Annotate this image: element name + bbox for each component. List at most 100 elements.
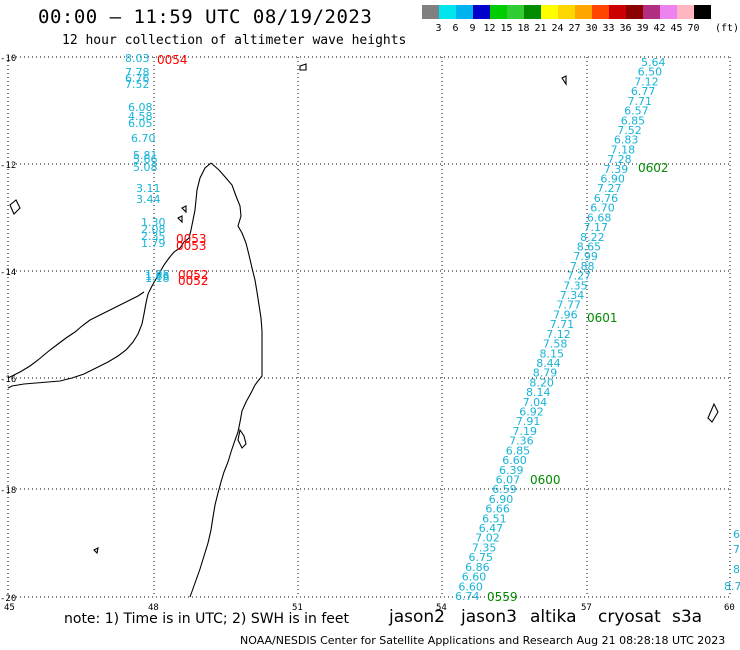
swh-value: 8.65 <box>577 241 602 254</box>
swh-value: 8.44 <box>536 357 561 370</box>
pass-time-label: 0600 <box>530 473 561 487</box>
swh-value: 6 <box>733 528 740 541</box>
scale-label: 27 <box>568 23 581 34</box>
scale-swatch <box>558 5 575 19</box>
swh-value: 7.19 <box>513 425 538 438</box>
x-tick-label: 45 <box>4 603 15 613</box>
page-subtitle: 12 hour collection of altimeter wave hei… <box>62 33 407 48</box>
pass-time-label: 0559 <box>487 590 518 604</box>
swh-value: 6.05 <box>128 117 153 130</box>
x-tick-label: 54 <box>436 603 447 613</box>
x-tick-label: 60 <box>724 603 735 613</box>
swh-value-gray: 1.66 <box>145 270 170 283</box>
swh-value-gray: 1.18 <box>145 272 170 285</box>
y-tick-label: -20 <box>0 594 16 604</box>
page-title: 00:00 — 11:59 UTC 08/19/2023 <box>38 6 373 28</box>
x-tick-label: 51 <box>292 603 303 613</box>
swh-value: 6.59 <box>492 483 517 496</box>
swh-value: 3.44 <box>136 193 161 206</box>
swh-value: 8.15 <box>540 347 565 360</box>
swh-value: 6.75 <box>469 551 494 564</box>
pass-time-label: 0053 <box>176 239 207 253</box>
swh-value: 7.12 <box>546 328 571 341</box>
scale-swatch <box>490 5 507 19</box>
swh-value: 7.58 <box>543 338 568 351</box>
sat-s3a: s3a <box>672 607 703 627</box>
swh-track-far-east: 6 7 8 8.7 <box>724 528 740 593</box>
scale-swatch <box>422 5 439 19</box>
scale-swatch <box>541 5 558 19</box>
pass-time-label: 0054 <box>157 53 188 67</box>
swh-value-gray: 2.08 <box>141 223 166 236</box>
pass-time-label: 0052 <box>178 268 209 282</box>
swh-value: 7.35 <box>563 279 588 292</box>
pass-time-label: 0053 <box>176 232 207 246</box>
swh-value: 7.35 <box>472 542 497 555</box>
scale-swatch <box>575 5 592 19</box>
sat-jason3: jason3 <box>461 607 517 627</box>
scale-label: 15 <box>500 23 513 34</box>
swh-value: 7.27 <box>567 270 592 283</box>
swh-value: 7.12 <box>634 75 659 88</box>
swh-value: 6.92 <box>519 406 544 419</box>
swh-value: 6.70 <box>590 202 615 215</box>
scale-label: 12 <box>483 23 496 34</box>
swh-value: 7.18 <box>611 143 636 156</box>
scale-swatch <box>643 5 660 19</box>
scale-swatch <box>439 5 456 19</box>
swh-value: 7.99 <box>573 250 598 263</box>
swh-value: 8.03 <box>125 52 150 65</box>
swh-value: 7 <box>733 543 740 556</box>
swh-value: 6.76 <box>594 192 619 205</box>
swh-value: 6.60 <box>462 571 487 584</box>
swh-value: 6.70 <box>131 132 156 145</box>
scale-swatch <box>626 5 643 19</box>
swh-value: 7.39 <box>604 163 629 176</box>
swh-value: 5.08 <box>133 161 158 174</box>
scale-swatch <box>694 5 711 19</box>
swh-value: 8.20 <box>529 376 554 389</box>
scale-label: 9 <box>469 23 476 34</box>
swh-value: 6.90 <box>600 173 625 186</box>
y-tick-label: -12 <box>0 161 16 171</box>
pass-time-label: 0601 <box>587 311 618 325</box>
swh-value: 8.22 <box>580 231 605 244</box>
swh-value: 6.47 <box>479 522 504 535</box>
y-tick-label: -10 <box>0 54 16 64</box>
swh-value: 6.51 <box>482 512 507 525</box>
scale-label: 6 <box>452 23 459 34</box>
map-grid <box>7 56 731 598</box>
swh-value: 6.08 <box>128 101 153 114</box>
swh-value: 7.96 <box>553 308 578 321</box>
swh-value: 7.27 <box>597 182 622 195</box>
swh-value: 6.85 <box>621 114 646 127</box>
swh-value: 4.58 <box>128 110 153 123</box>
x-tick-label: 48 <box>148 603 159 613</box>
swh-value: 7.88 <box>570 260 595 273</box>
scale-swatch <box>473 5 490 19</box>
scale-label: 33 <box>602 23 615 34</box>
sat-jason2: jason2 <box>389 607 445 627</box>
swh-value: 7.17 <box>584 221 609 234</box>
swh-value: 7.52 <box>617 124 642 137</box>
swh-value: 5.66 <box>133 153 158 166</box>
swh-value: 7.77 <box>557 299 582 312</box>
x-tick-label: 57 <box>581 603 592 613</box>
swh-track-east: 5.646.507.126.777.716.576.857.526.837.18… <box>455 56 666 603</box>
swh-value: 7.78 <box>125 66 150 79</box>
swh-value: 8.79 <box>533 367 558 380</box>
axis-labels: -10 -12 -14 -16 -18 -20 45 48 51 54 57 6… <box>0 54 735 613</box>
swh-value: 7.52 <box>125 78 150 91</box>
swh-value: 7.34 <box>560 289 585 302</box>
scale-label: 21 <box>534 23 547 34</box>
swh-value: 7.36 <box>509 435 533 448</box>
sat-altika: altika <box>530 607 577 627</box>
scale-swatch <box>592 5 609 19</box>
y-tick-label: -18 <box>0 486 16 496</box>
swh-track-west-gray: 1.302.082.351.79 1.951.661.18 <box>141 216 170 285</box>
scale-label: 30 <box>585 23 598 34</box>
swh-value: 8.7 <box>724 580 740 593</box>
swh-value: 7.28 <box>607 153 632 166</box>
